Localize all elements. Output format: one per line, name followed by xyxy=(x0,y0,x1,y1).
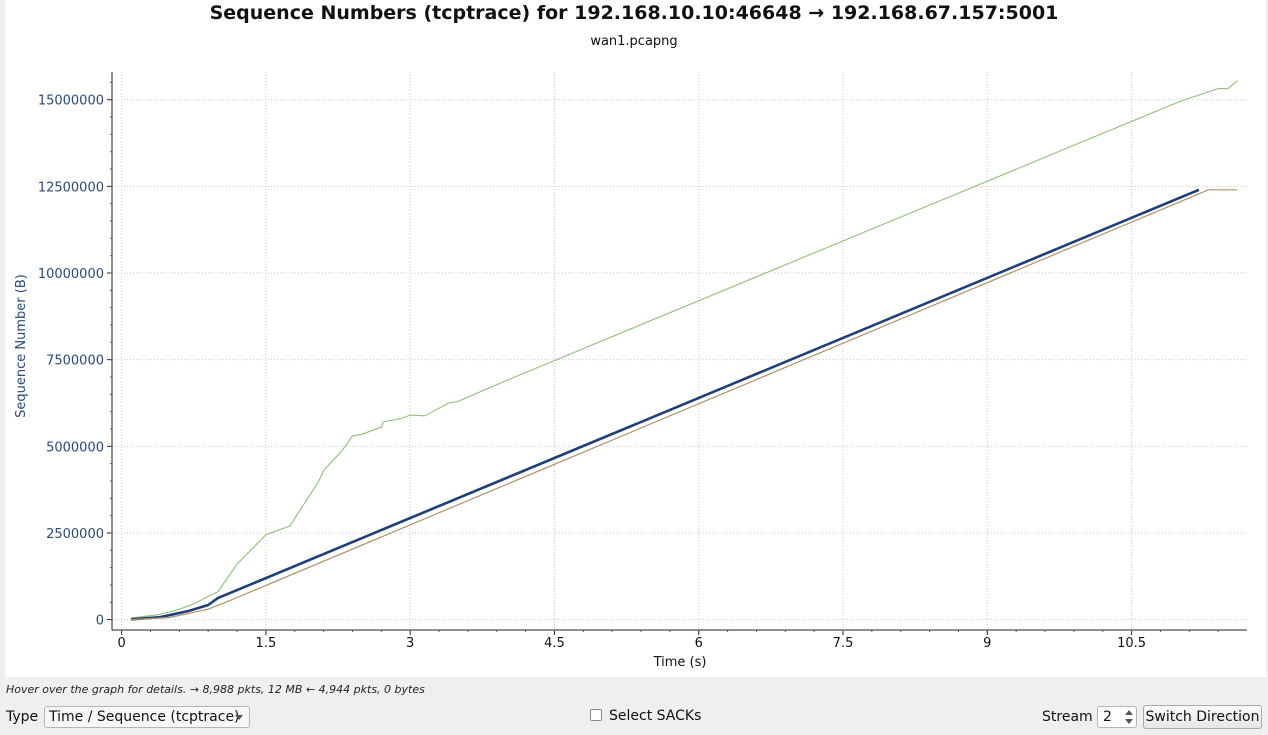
chevron-down-icon xyxy=(235,715,243,720)
grid-lines xyxy=(112,72,1247,630)
hover-hint: Hover over the graph for details. → 8,98… xyxy=(6,683,425,696)
axes xyxy=(111,72,1247,631)
y-tick-label: 7500000 xyxy=(46,354,104,369)
series-group xyxy=(131,80,1238,621)
x-tick-label: 10.5 xyxy=(1117,636,1146,651)
spin-up-icon[interactable] xyxy=(1125,710,1133,715)
select-sacks-checkbox[interactable] xyxy=(590,709,602,721)
sequence-graph[interactable]: 0 1.5 3 4.5 6 7.5 9 10.5 0 2500000 5000000 7500000… xyxy=(0,0,1268,680)
x-tick-label: 4.5 xyxy=(544,636,565,651)
y-tick-label: 15000000 xyxy=(38,94,104,109)
stream-spinbox[interactable]: 2 xyxy=(1097,706,1137,728)
series-line-segments xyxy=(131,188,1200,621)
y-tick-label: 12500000 xyxy=(38,180,104,195)
stream-value: 2 xyxy=(1103,709,1112,725)
series-line-ack xyxy=(131,189,1238,621)
y-tick-label: 0 xyxy=(96,614,104,629)
x-axis-label: Time (s) xyxy=(653,655,707,670)
select-sacks-label[interactable]: Select SACKs xyxy=(609,708,702,724)
stream-label: Stream xyxy=(1042,709,1093,725)
graph-title: Sequence Numbers (tcptrace) for 192.168.… xyxy=(209,2,1059,24)
x-tick-label: 3 xyxy=(406,636,414,651)
x-tick-label: 0 xyxy=(117,636,125,651)
graph-subtitle: wan1.pcapng xyxy=(590,34,678,49)
y-tick-label: 2500000 xyxy=(46,527,104,542)
y-tick-label: 5000000 xyxy=(46,440,104,455)
x-tick-label: 7.5 xyxy=(833,636,854,651)
type-dropdown[interactable]: Time / Sequence (tcptrace) xyxy=(44,706,250,728)
x-tick-label: 9 xyxy=(983,636,991,651)
switch-direction-button[interactable]: Switch Direction xyxy=(1143,705,1262,729)
series-line-window xyxy=(131,80,1238,619)
spin-down-icon[interactable] xyxy=(1125,719,1133,724)
x-ticks: 0 1.5 3 4.5 6 7.5 9 10.5 xyxy=(117,630,1219,651)
type-label: Type xyxy=(6,709,39,725)
x-tick-label: 6 xyxy=(695,636,703,651)
type-dropdown-value: Time / Sequence (tcptrace) xyxy=(49,709,240,725)
y-ticks: 0 2500000 5000000 7500000 10000000 12500000 15… xyxy=(38,81,112,629)
y-axis-label: Sequence Number (B) xyxy=(14,274,29,418)
y-tick-label: 10000000 xyxy=(38,267,104,282)
graph-panel[interactable] xyxy=(5,0,1266,677)
x-tick-label: 1.5 xyxy=(256,636,277,651)
